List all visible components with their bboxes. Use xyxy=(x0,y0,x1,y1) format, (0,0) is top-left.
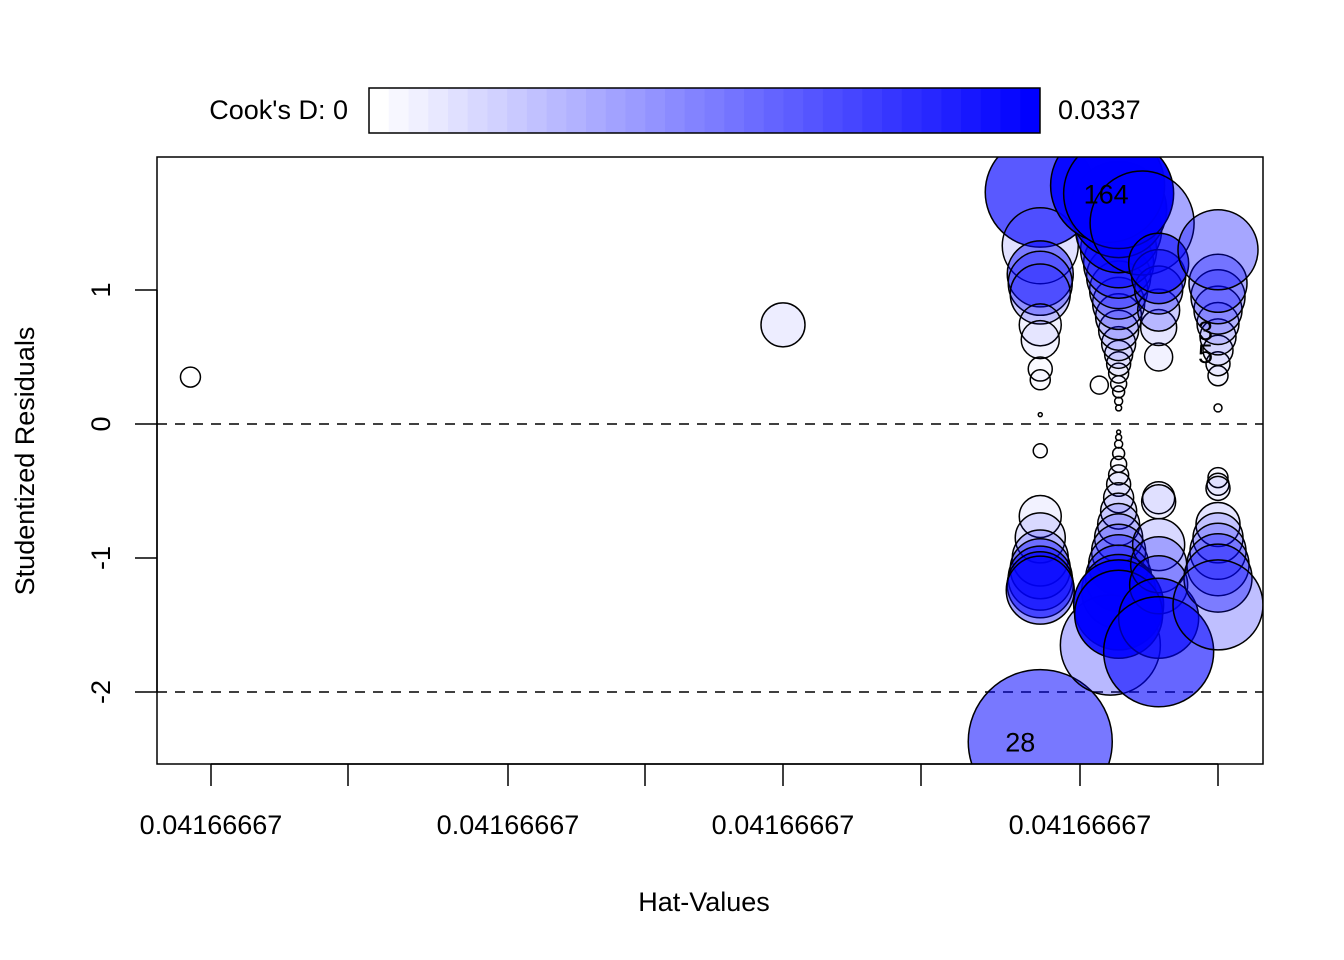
y-tick-label: -1 xyxy=(86,546,116,570)
legend-ramp-step xyxy=(704,88,725,133)
x-axis-label: Hat-Values xyxy=(638,887,770,917)
data-point xyxy=(967,668,1113,764)
data-point xyxy=(1099,492,1138,530)
x-tick-label: 0.04166667 xyxy=(712,810,855,840)
legend-ramp-step xyxy=(586,88,607,133)
data-point xyxy=(179,366,202,388)
data-point xyxy=(1006,240,1074,308)
data-point xyxy=(1205,475,1231,502)
legend-ramp-step xyxy=(467,88,488,133)
y-axis: -2 -1 0 1 xyxy=(86,282,158,704)
point-label: 164 xyxy=(1084,180,1129,210)
data-point xyxy=(1100,325,1137,362)
data-point xyxy=(1018,303,1062,347)
data-point xyxy=(1005,555,1075,625)
legend-box xyxy=(368,87,1041,134)
data-point xyxy=(1177,209,1259,291)
y-tick-label: 0 xyxy=(86,416,116,431)
data-point xyxy=(1089,375,1110,395)
data-point xyxy=(1029,369,1051,391)
data-point xyxy=(1107,464,1130,486)
data-point xyxy=(1111,385,1126,399)
legend-ramp-step xyxy=(743,88,765,133)
data-point xyxy=(1097,309,1140,351)
legend-ramp-step xyxy=(842,88,863,133)
legend-ramp-step xyxy=(961,88,982,133)
data-point xyxy=(1020,319,1060,360)
data-point xyxy=(1188,253,1248,314)
legend-ramp-step xyxy=(1020,88,1041,133)
data-point xyxy=(1127,232,1190,294)
point-label: 28 xyxy=(1005,728,1035,758)
data-point xyxy=(1102,596,1215,708)
data-point xyxy=(1018,494,1062,539)
data-point xyxy=(1007,250,1073,317)
legend-ramp-step xyxy=(487,88,508,133)
data-point xyxy=(1105,471,1132,498)
legend-ramp-step xyxy=(980,88,1002,133)
legend-max-label: 0.0337 xyxy=(1058,95,1141,125)
legend-ramp-step xyxy=(822,88,844,133)
legend-ramp-step xyxy=(526,88,548,133)
data-point xyxy=(1027,356,1053,382)
legend-ramp-step xyxy=(882,88,903,133)
y-tick-label: -2 xyxy=(86,680,116,704)
legend-ramp-step xyxy=(763,88,784,133)
data-point xyxy=(1213,403,1223,413)
data-point xyxy=(1032,443,1048,459)
x-tick-label: 0.04166667 xyxy=(1009,810,1152,840)
data-point xyxy=(1131,517,1186,572)
legend-ramp-step xyxy=(921,88,942,133)
legend-ramp-step xyxy=(428,88,449,133)
legend-ramp-step xyxy=(803,88,824,133)
legend-min-label: Cook's D: 0 xyxy=(209,95,348,125)
data-point xyxy=(1199,318,1237,356)
legend-ramp-step xyxy=(369,88,390,133)
data-point xyxy=(1190,268,1246,325)
data-point xyxy=(1207,466,1229,489)
data-point xyxy=(1107,362,1130,384)
legend-ramp-step xyxy=(783,88,804,133)
legend-ramp-step xyxy=(388,88,409,133)
data-point xyxy=(1105,350,1132,377)
data-point xyxy=(1037,411,1043,418)
legend-ramp-step xyxy=(625,88,646,133)
point-label: 5 xyxy=(1198,339,1213,369)
legend-ramp-step xyxy=(684,88,705,133)
points-layer xyxy=(179,157,1263,764)
data-point xyxy=(1111,446,1126,461)
legend-color-ramp xyxy=(369,88,1041,133)
data-point xyxy=(1139,308,1178,347)
data-point xyxy=(1143,342,1174,372)
data-point xyxy=(1172,559,1263,651)
legend-ramp-step xyxy=(724,88,745,133)
x-tick-label: 0.04166667 xyxy=(437,810,580,840)
y-tick-label: 1 xyxy=(86,282,116,297)
point-label: 3 xyxy=(1198,316,1213,346)
legend-ramp-step xyxy=(507,88,528,133)
legend-ramp-step xyxy=(605,88,627,133)
y-axis-label: Studentized Residuals xyxy=(10,327,40,596)
cooks-d-legend: Cook's D: 0 0.0337 xyxy=(209,87,1141,134)
legend-ramp-step xyxy=(665,88,686,133)
data-point xyxy=(1140,483,1177,520)
data-point xyxy=(1183,543,1253,613)
x-axis: 0.04166667 0.04166667 0.04166667 0.04166667 xyxy=(140,763,1219,840)
legend-ramp-step xyxy=(408,88,429,133)
data-point xyxy=(1062,157,1175,250)
data-point xyxy=(1115,429,1122,435)
data-point xyxy=(1009,263,1071,325)
legend-ramp-step xyxy=(941,88,962,133)
data-point xyxy=(1205,350,1231,377)
legend-ramp-step xyxy=(645,88,666,133)
x-tick-label: 0.04166667 xyxy=(140,810,283,840)
legend-ramp-step xyxy=(566,88,587,133)
legend-ramp-step xyxy=(862,88,883,133)
data-point xyxy=(760,302,806,348)
legend-ramp-step xyxy=(447,88,469,133)
legend-ramp-step xyxy=(1000,88,1021,133)
legend-ramp-step xyxy=(546,88,567,133)
legend-ramp-step xyxy=(901,88,923,133)
